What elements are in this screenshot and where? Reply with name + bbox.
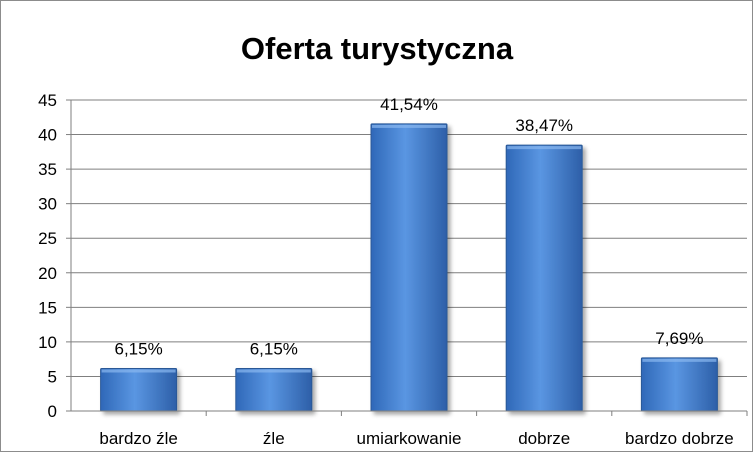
x-category-label: dobrze xyxy=(518,429,570,448)
y-tick-label: 35 xyxy=(38,160,57,179)
bar-highlight xyxy=(101,369,176,373)
data-label: 7,69% xyxy=(655,329,703,348)
y-tick-label: 20 xyxy=(38,264,57,283)
y-tick-label: 5 xyxy=(48,367,57,386)
x-category-label: bardzo dobrze xyxy=(625,429,734,448)
bar xyxy=(505,144,583,412)
y-axis-ticks: 0 5 10 15 20 25 30 35 40 45 xyxy=(38,91,71,421)
y-tick-label: 30 xyxy=(38,195,57,214)
y-tick-label: 45 xyxy=(38,91,57,110)
bars xyxy=(100,123,718,412)
data-labels: 6,15% 6,15% 41,54% 38,47% 7,69% xyxy=(114,95,703,359)
y-tick-label: 15 xyxy=(38,298,57,317)
data-label: 6,15% xyxy=(114,339,162,358)
y-tick-label: 40 xyxy=(38,126,57,145)
data-label: 6,15% xyxy=(250,339,298,358)
y-tick-label: 10 xyxy=(38,333,57,352)
bar xyxy=(370,123,448,412)
data-label: 38,47% xyxy=(515,116,573,135)
x-category-label: źle xyxy=(263,429,285,448)
chart-title: Oferta turystyczna xyxy=(241,31,514,66)
y-tick-label: 25 xyxy=(38,229,57,248)
x-axis-categories: bardzo źle źle umiarkowanie dobrze bardzo do… xyxy=(99,411,748,448)
bar xyxy=(235,367,313,412)
bar-highlight xyxy=(507,146,582,150)
bar xyxy=(640,357,718,412)
bar-highlight xyxy=(372,124,446,128)
y-tick-label: 0 xyxy=(48,402,57,421)
bar-highlight xyxy=(236,369,311,373)
x-category-label: umiarkowanie xyxy=(357,429,462,448)
data-label: 41,54% xyxy=(380,95,438,114)
bar-highlight xyxy=(642,358,717,362)
bar xyxy=(100,367,178,412)
x-category-label: bardzo źle xyxy=(99,429,177,448)
